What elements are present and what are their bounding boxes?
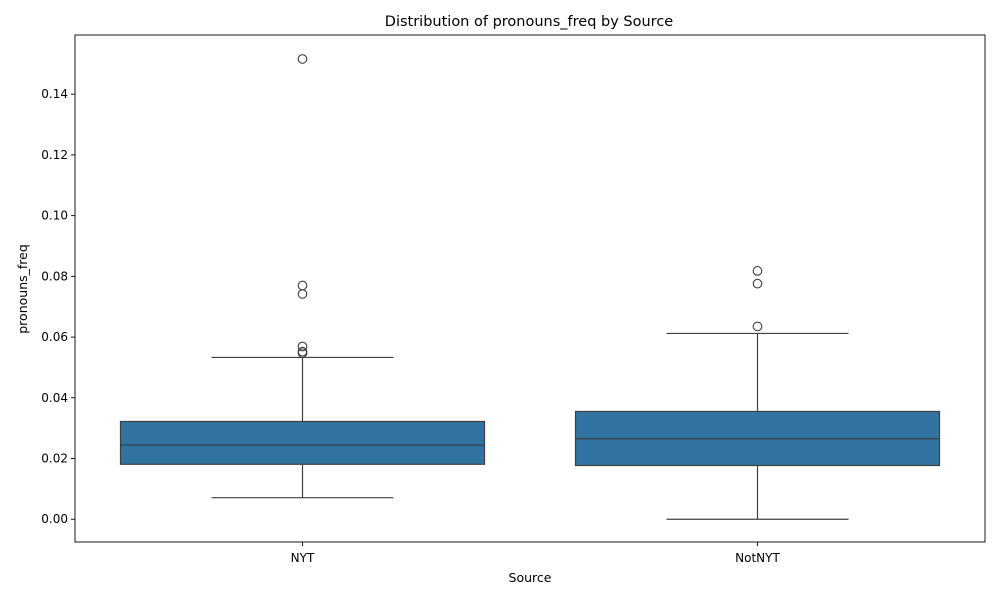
y-tick-label: 0.06 (41, 330, 68, 344)
y-axis-label: pronouns_freq (15, 244, 30, 334)
box-nyt (119, 54, 486, 499)
outlier-point (297, 341, 308, 352)
x-tick-label: NYT (291, 551, 315, 565)
y-tick-label: 0.04 (41, 391, 68, 405)
y-tick-label: 0.08 (41, 269, 68, 283)
outlier-point (297, 54, 308, 64)
x-tick-label: NotNYT (735, 551, 780, 565)
y-axis: 0.00 0.02 0.04 0.06 0.08 0.10 0.12 0.14 (41, 87, 75, 526)
y-tick-label: 0.00 (41, 512, 68, 526)
x-axis-label: Source (509, 570, 552, 585)
y-tick-label: 0.02 (41, 452, 68, 466)
outlier-point (752, 266, 763, 276)
y-tick-label: 0.10 (41, 209, 68, 223)
y-tick-label: 0.14 (41, 87, 68, 101)
box-series (119, 54, 941, 520)
outlier-point (297, 289, 308, 299)
outlier-point (297, 280, 308, 291)
iqr-box (119, 420, 486, 465)
outlier-point (752, 278, 763, 289)
outlier-point (752, 321, 763, 332)
plot-area-frame (74, 34, 986, 543)
y-tick-label: 0.12 (41, 148, 68, 162)
outlier-point (297, 348, 308, 359)
box-notnyt (574, 266, 941, 520)
chart-title: Distribution of pronouns_freq by Source (385, 14, 674, 30)
x-axis: NYT NotNYT (291, 542, 780, 565)
